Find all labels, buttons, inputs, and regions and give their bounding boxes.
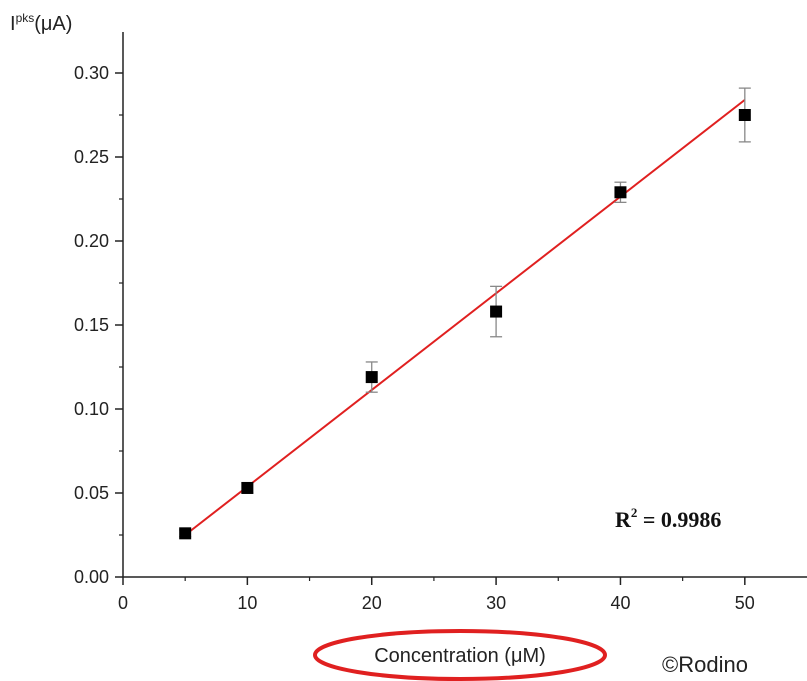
y-tick-label: 0.10 — [74, 399, 109, 419]
data-point — [490, 305, 503, 318]
y-axis-label-unit: (μA) — [34, 13, 72, 35]
data-point — [738, 109, 751, 121]
x-tick-label: 0 — [118, 593, 128, 613]
data-point — [365, 371, 378, 384]
data-point — [241, 481, 254, 494]
y-tick-label: 0.05 — [74, 483, 109, 503]
ticks: 0.00 0.05 0.10 0.15 0.20 0.25 0.30 0 10 20 30 40 50 — [74, 63, 755, 613]
y-tick-label: 0.00 — [74, 567, 109, 587]
x-axis-label-highlight — [313, 629, 607, 681]
data-points — [179, 87, 751, 540]
data-point — [614, 186, 627, 199]
y-tick-label: 0.30 — [74, 63, 109, 83]
y-axis-label: Ipks(μA) — [10, 11, 72, 35]
y-tick-label: 0.20 — [74, 231, 109, 251]
axes — [122, 32, 807, 578]
x-tick-label: 50 — [735, 593, 755, 613]
x-tick-label: 30 — [486, 593, 506, 613]
data-point — [179, 527, 192, 540]
y-axis-label-sup: pks — [16, 11, 35, 25]
y-tick-label: 0.15 — [74, 315, 109, 335]
copyright-watermark: ©Rodino — [662, 652, 748, 677]
x-tick-label: 40 — [610, 593, 630, 613]
x-axis-label: Concentration (μM) — [374, 645, 546, 667]
fit-line-group — [184, 99, 746, 536]
y-axis-label-main: I — [10, 13, 16, 35]
x-tick-label: 20 — [362, 593, 382, 613]
r-squared-annotation: R2 = 0.9986 — [615, 505, 721, 532]
fit-line — [184, 99, 746, 536]
x-tick-label: 10 — [237, 593, 257, 613]
y-tick-label: 0.25 — [74, 147, 109, 167]
